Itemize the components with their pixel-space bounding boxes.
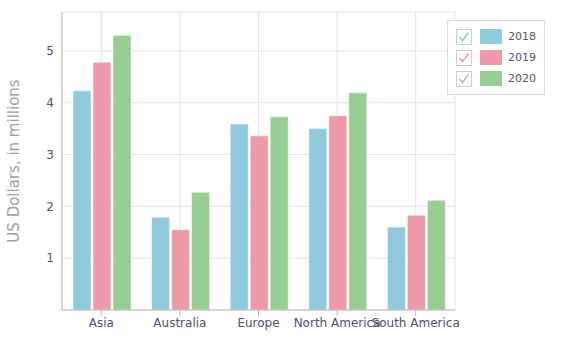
html-text:2020: 2020	[508, 72, 536, 85]
svg-text:North America: North America	[294, 316, 381, 330]
svg-text:US Dollars, in millions: US Dollars, in millions	[8, 79, 23, 242]
svg-text:1: 1	[46, 251, 54, 265]
svg-text:Australia: Australia	[153, 316, 206, 330]
svg-text:5: 5	[46, 44, 54, 58]
svg-text:South America: South America	[372, 316, 460, 330]
svg-text:Asia: Asia	[89, 316, 114, 330]
svg-text:3: 3	[46, 148, 54, 162]
svg-text:Europe: Europe	[237, 316, 279, 330]
svg-text:2: 2	[46, 200, 54, 214]
html-text:2019: 2019	[508, 51, 536, 64]
html-text:2018: 2018	[508, 30, 536, 43]
svg-text:4: 4	[46, 96, 54, 110]
